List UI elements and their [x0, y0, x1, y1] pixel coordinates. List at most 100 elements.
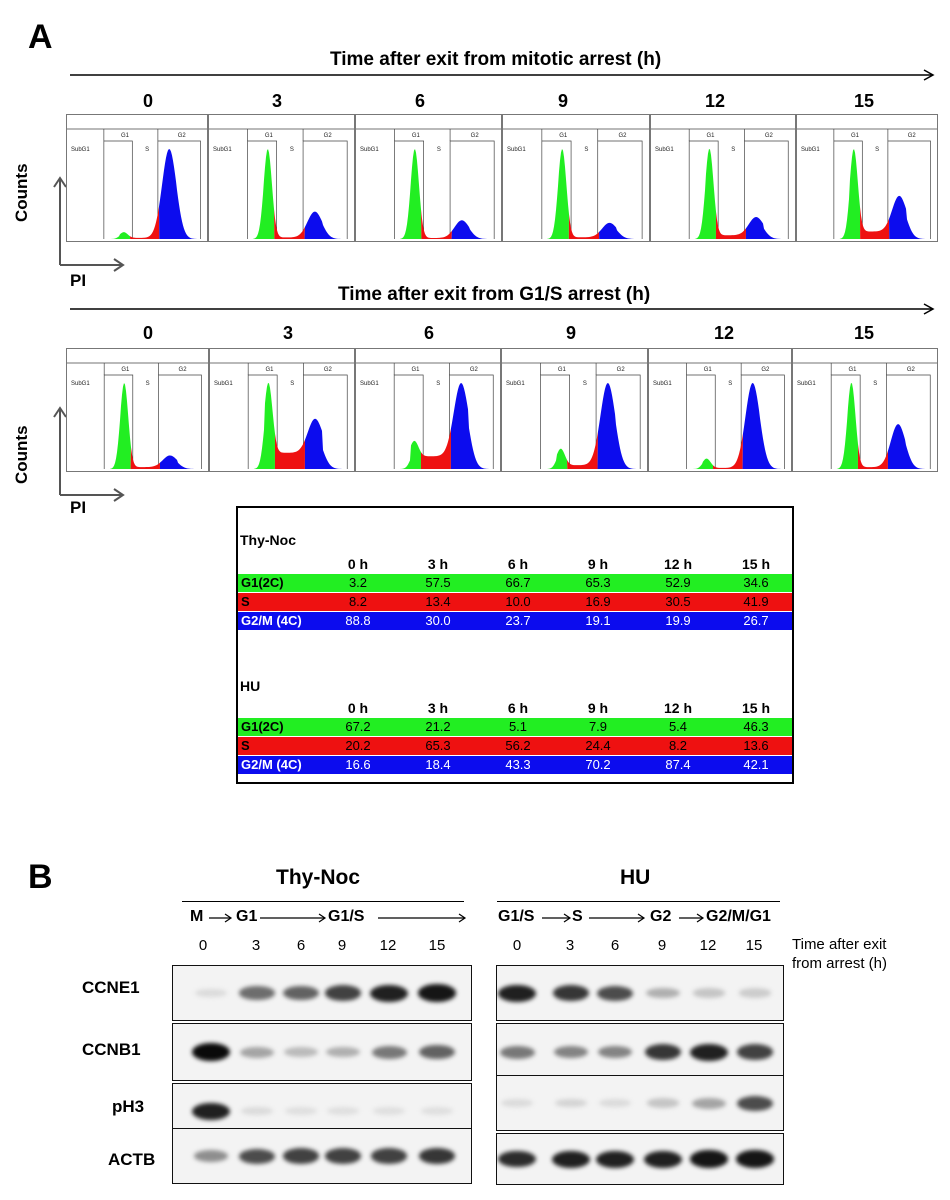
blot-ccne1-thynoc — [172, 965, 472, 1021]
lane-right-9: 9 — [657, 937, 667, 954]
table-cell: 34.6 — [743, 575, 769, 590]
table-row-hu-g1: G1(2C) 67.2 21.2 5.1 7.9 5.4 46.3 — [238, 718, 792, 736]
g2-peak — [450, 383, 500, 469]
blot-band — [193, 1150, 229, 1162]
row2-time-arrow — [70, 303, 935, 315]
blot-band — [736, 1150, 774, 1168]
g1-gate — [688, 140, 719, 239]
gate-label-s: S — [875, 147, 879, 153]
s-phase — [567, 431, 598, 469]
table-cell: 30.5 — [665, 594, 691, 609]
blot-band — [736, 1095, 774, 1111]
blot-band — [552, 985, 590, 1001]
table-cell: 52.9 — [665, 575, 691, 590]
gate-label-s: S — [728, 381, 732, 387]
blot-band — [644, 1150, 682, 1168]
s-phase — [274, 208, 305, 239]
gate-label-g1: G1 — [851, 133, 860, 139]
g2-gate — [449, 140, 495, 239]
blot-band — [419, 1045, 455, 1059]
g2-peak — [599, 222, 649, 239]
gate-label-subg1: SubG1 — [214, 381, 233, 387]
gate-label-g2: G2 — [617, 367, 626, 373]
protein-label-ccnb1: CCNB1 — [82, 1040, 141, 1059]
g1-peak — [836, 383, 858, 469]
gate-label-g2: G2 — [470, 367, 479, 373]
g1-gate — [247, 374, 278, 469]
s-phase — [568, 214, 600, 239]
s-phase — [130, 447, 160, 469]
blot-band — [596, 1150, 634, 1168]
gate-label-g2: G2 — [907, 367, 916, 373]
g1-gate — [393, 374, 424, 469]
panel-b-letter: B — [28, 858, 53, 896]
phase-label: G1/S — [328, 908, 365, 925]
gate-label-subg1: SubG1 — [360, 147, 379, 153]
blot-band — [554, 1098, 588, 1108]
lane-left-12: 12 — [379, 937, 397, 954]
g2-gate — [595, 374, 641, 469]
gate-label-g1: G1 — [121, 133, 130, 139]
table-header-cell: 12 h — [663, 700, 692, 716]
g1-peak — [253, 383, 275, 469]
gate-label-g1: G1 — [559, 133, 568, 139]
cell-cycle-table: Thy-Noc 0 h 3 h 6 h 9 h 12 h 15 h G1(2C)… — [236, 506, 794, 784]
blot-band — [646, 1098, 680, 1108]
gate-label-s: S — [290, 381, 294, 387]
row-label: G2/M (4C) — [241, 613, 302, 628]
s-phase — [421, 209, 452, 239]
histogram-g1s-6h: SubG1 G1 S G2 — [355, 348, 501, 472]
blot-ph3-hu — [496, 1075, 784, 1131]
gate-label-g1: G1 — [265, 367, 274, 373]
gate-overlay — [793, 362, 937, 469]
lane-right-6: 6 — [610, 937, 620, 954]
g2-peak — [159, 149, 207, 239]
g1-peak — [839, 149, 861, 239]
table-header-cell: 3 h — [427, 556, 449, 572]
table-cell: 70.2 — [585, 757, 611, 772]
left-phase-arrows — [209, 913, 467, 923]
gate-label-s: S — [583, 381, 587, 387]
table-cell: 8.2 — [348, 594, 368, 609]
gate-label-s: S — [584, 147, 588, 153]
table-cell: 18.4 — [425, 757, 451, 772]
row2-tp-9: 9 — [565, 323, 576, 343]
row-label: S — [241, 594, 250, 609]
blot-band — [692, 988, 726, 998]
table-cell: 8.2 — [668, 738, 688, 753]
phase-label: G2 — [650, 908, 672, 925]
g2-peak — [889, 195, 937, 239]
blot-band — [370, 984, 408, 1002]
row2-tp-15: 15 — [853, 323, 875, 343]
row2-tp-12: 12 — [713, 323, 735, 343]
table-cell: 41.9 — [743, 594, 769, 609]
gate-overlay — [210, 362, 354, 469]
histogram-mitotic-9h: SubG1 G1 S G2 — [502, 114, 650, 242]
g1-peak — [546, 448, 568, 469]
row1-tp-0: 0 — [142, 91, 153, 111]
g1-peak — [400, 149, 422, 239]
table-cell: 3.2 — [348, 575, 368, 590]
gate-label-g2: G2 — [618, 133, 627, 139]
blot-band — [240, 1046, 274, 1058]
gate-overlay — [67, 362, 208, 469]
blot-band — [324, 1148, 362, 1164]
g1-peak — [399, 440, 421, 469]
lane-left-9: 9 — [337, 937, 347, 954]
gate-label-g2: G2 — [178, 133, 187, 139]
blot-band — [738, 988, 772, 998]
blot-left-title: Thy-Noc — [276, 866, 360, 889]
blot-band — [284, 1047, 318, 1057]
blot-band — [596, 985, 634, 1001]
lane-left-6: 6 — [296, 937, 306, 954]
phase-label: G1 — [236, 908, 258, 925]
g2-gate — [744, 140, 789, 239]
g1-gate — [686, 374, 716, 469]
histogram-g1s-0h: SubG1 G1 S G2 — [66, 348, 209, 472]
gate-label-g2: G2 — [324, 367, 333, 373]
blot-band — [690, 1043, 728, 1061]
gate-overlay — [502, 362, 647, 469]
row1-tp-12: 12 — [704, 91, 726, 111]
table-cell: 7.9 — [588, 719, 608, 734]
blot-band — [370, 1148, 408, 1164]
